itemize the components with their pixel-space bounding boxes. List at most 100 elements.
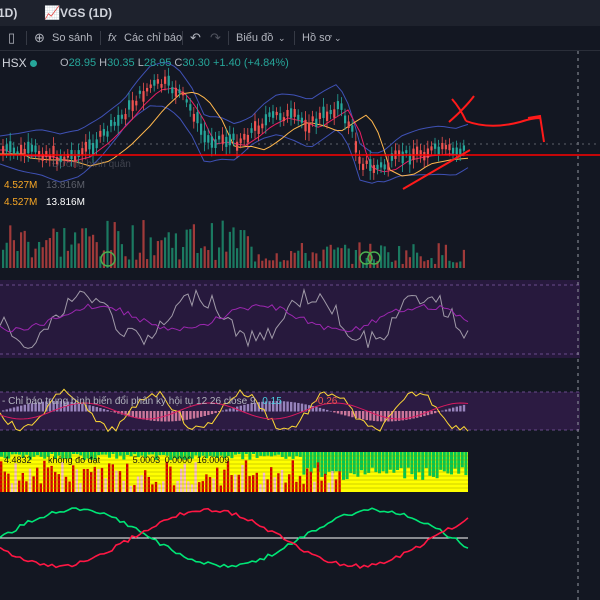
candle-body <box>326 111 329 121</box>
candle-body <box>48 154 51 161</box>
strip-red-bar <box>36 467 39 492</box>
volume-bar <box>462 249 465 268</box>
strip-red-bar <box>151 484 154 492</box>
indicators-button[interactable]: Các chỉ báo <box>124 32 183 44</box>
strip-green-bar <box>392 452 396 473</box>
chevron-down-icon[interactable]: ⌄ <box>278 33 286 43</box>
macd-bar <box>160 411 163 422</box>
strip-green-bar <box>410 452 414 475</box>
panel-backgrounds <box>0 51 600 600</box>
strip-green-bar <box>39 452 43 457</box>
strip-red-bar <box>295 481 298 492</box>
macd-bar <box>232 407 235 412</box>
macd-bar <box>318 407 322 412</box>
volume-bar <box>142 220 145 268</box>
candle-body <box>12 147 15 154</box>
macd-bar <box>120 411 124 415</box>
macd-bar <box>354 411 358 419</box>
candle-body <box>153 80 156 86</box>
bollinger-bands <box>0 62 469 184</box>
strip-green-bar <box>288 452 291 457</box>
strip-red-bar <box>165 461 168 492</box>
macd-bar <box>214 411 217 414</box>
strip-green-bar <box>298 452 302 457</box>
compare-button[interactable]: So sánh <box>52 32 93 44</box>
moving-average-slow <box>0 91 469 177</box>
ohlc-legend: O28.95 H30.35 L28.95 C30.30 +1.40 (+4.84… <box>60 57 289 69</box>
macd-bar <box>16 406 19 412</box>
macd-bar <box>369 411 372 421</box>
macd-bar <box>293 402 296 412</box>
strip-red-bar <box>198 482 201 492</box>
strip-green-bar <box>360 452 363 471</box>
macd-bar <box>12 407 16 412</box>
macd-bar <box>311 406 314 412</box>
strip-green-bar <box>144 452 147 458</box>
strip-red-bar <box>14 463 17 492</box>
macd-bar <box>297 402 300 412</box>
candle-body <box>207 135 210 143</box>
candle-body <box>171 87 174 94</box>
macd-bar <box>272 401 275 412</box>
volume-bar <box>405 250 408 268</box>
macd-bar <box>48 401 52 412</box>
candle-body <box>110 119 113 127</box>
macd-bar <box>462 404 466 412</box>
add-circle-icon[interactable]: ⊕ <box>34 30 45 45</box>
strip-green-bar <box>32 452 36 457</box>
tab-interval[interactable]: (1D) <box>0 6 18 20</box>
macd-line <box>0 388 469 433</box>
strip-green-bar <box>464 452 468 476</box>
volume-bar <box>261 260 264 268</box>
chevron-down-icon[interactable]: ⌄ <box>334 33 342 43</box>
hand-drawn-arrow[interactable] <box>448 95 545 143</box>
volume-bar <box>336 247 339 268</box>
macd-bar <box>142 411 145 420</box>
candle-body <box>120 114 123 119</box>
volume-bar <box>437 243 440 268</box>
strip-green-bar <box>36 452 39 456</box>
macd-bar <box>74 402 77 412</box>
volume-bar <box>203 246 206 268</box>
redo-icon[interactable]: ↷ <box>210 30 221 45</box>
chart-canvas[interactable] <box>0 51 600 600</box>
strip-green-bar <box>378 452 381 474</box>
chart-type-button[interactable]: Biểu đồ <box>236 32 274 44</box>
volume-bar <box>282 260 285 268</box>
candle-body <box>167 75 170 86</box>
fx-icon[interactable]: fx <box>108 32 117 44</box>
strip-red-bar <box>3 471 6 492</box>
strip-green-bar <box>194 452 198 456</box>
strip-red-bar <box>82 469 86 492</box>
chart-icon[interactable]: 📈 <box>44 5 61 20</box>
candle-body <box>38 150 41 157</box>
candle-body <box>293 109 296 117</box>
volume-bar <box>20 232 23 268</box>
macd-bar <box>38 402 41 412</box>
candle-body <box>333 109 336 118</box>
strip-red-bar <box>118 471 122 492</box>
volume-bar <box>214 259 217 268</box>
profile-button[interactable]: Hồ sơ <box>302 32 332 44</box>
hand-drawn-trendline[interactable] <box>402 149 471 190</box>
volume-bar <box>279 261 282 268</box>
candle-body <box>311 116 314 122</box>
volume-bar <box>300 243 303 268</box>
strip-green-bar <box>21 452 25 458</box>
tab-symbol[interactable]: VGS (1D) <box>60 6 113 20</box>
strip-green-bar <box>460 452 464 468</box>
candles-icon[interactable]: ▯ <box>8 30 16 45</box>
volume-bar <box>182 246 185 268</box>
strip-green-bar <box>46 452 50 457</box>
candle-body <box>430 146 433 151</box>
undo-icon[interactable]: ↶ <box>190 30 201 45</box>
strip-green-bar <box>262 452 266 457</box>
strip-red-bar <box>25 481 28 492</box>
strip-red-bar <box>324 473 327 492</box>
candle-body <box>135 100 138 106</box>
candle-body <box>99 130 102 137</box>
candle-body <box>369 159 372 171</box>
divider <box>182 31 183 45</box>
candle-body <box>264 114 267 126</box>
macd-bar <box>2 410 5 412</box>
